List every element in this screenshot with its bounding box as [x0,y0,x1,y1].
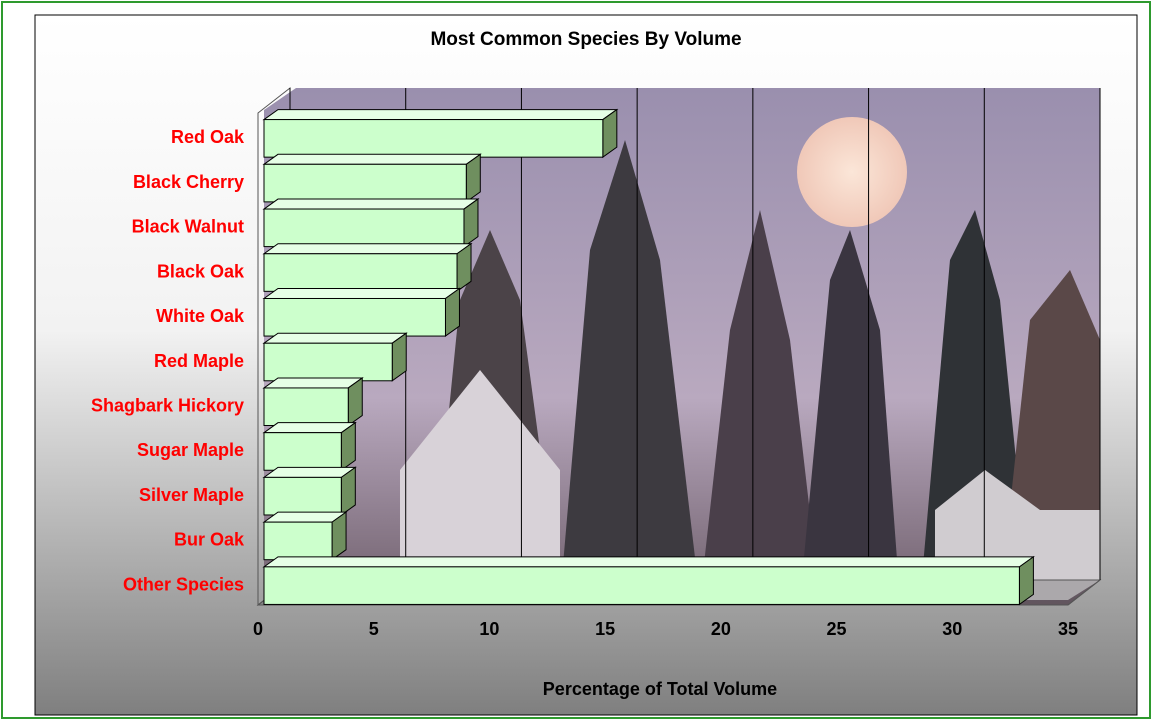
x-tick-label: 25 [827,619,847,639]
x-tick-label: 15 [595,619,615,639]
y-tick-label: White Oak [156,306,245,326]
bar [264,477,341,515]
y-tick-label: Other Species [123,574,244,594]
bar [264,298,445,336]
x-tick-label: 10 [479,619,499,639]
bar-top [264,557,1033,567]
bar-top [264,423,355,433]
bar [264,388,348,426]
bar [264,567,1019,605]
bar-top [264,199,478,209]
bar-top [264,110,617,120]
y-tick-label: Bur Oak [174,530,245,550]
bar-top [264,288,459,298]
y-tick-label: Red Oak [171,127,245,147]
x-tick-label: 35 [1058,619,1078,639]
y-tick-label: Silver Maple [139,485,244,505]
y-tick-label: Sugar Maple [137,440,244,460]
x-tick-label: 20 [711,619,731,639]
x-axis-title: Percentage of Total Volume [543,679,777,699]
y-tick-label: Red Maple [154,351,244,371]
bar [264,522,332,560]
chart-title: Most Common Species By Volume [430,29,741,50]
bar [264,343,392,381]
x-tick-label: 30 [942,619,962,639]
y-tick-label: Black Cherry [133,172,244,192]
y-tick-label: Black Walnut [132,217,244,237]
bar-top [264,378,362,388]
bar [264,254,457,292]
bar-top [264,154,480,164]
x-tick-label: 0 [253,619,263,639]
y-tick-label: Shagbark Hickory [91,395,244,415]
bar [264,164,466,202]
bar [264,209,464,247]
bar [264,120,603,158]
bar-top [264,244,471,254]
y-tick-label: Black Oak [157,261,245,281]
bar-top [264,333,406,343]
bar [264,433,341,471]
x-tick-label: 5 [369,619,379,639]
chart: Most Common Species By Volume Percentage… [0,0,1153,721]
bar-top [264,467,355,477]
